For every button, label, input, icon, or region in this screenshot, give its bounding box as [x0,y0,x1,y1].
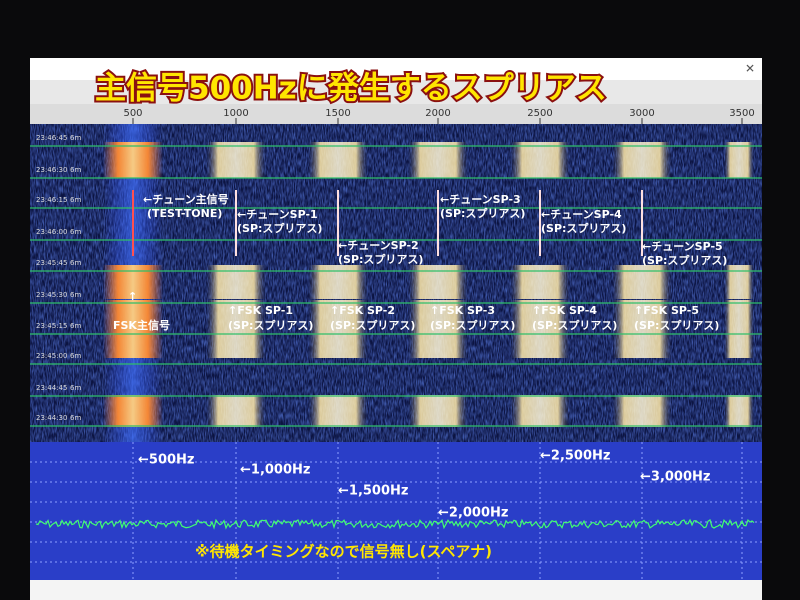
time-label: 23:45:45 [36,259,67,267]
spectrum-trace [35,518,755,530]
fsk-label-note: (SP:スプリアス) [532,318,617,332]
freq-label: 500 [123,108,142,119]
fsk-label: ↑FSK SP-3 [430,304,495,317]
signal-trace [612,265,672,299]
freq-label: 2000 [425,108,450,119]
time-label: 23:46:00 [36,228,67,236]
tune-label-note: (TEST-TONE) [147,207,222,220]
signal-trace [612,395,672,427]
fsk-label: ↑FSK SP-2 [330,304,395,317]
signal-trace [510,300,570,358]
tune-label: ←チューン主信号 [143,192,229,206]
signal-trace [510,265,570,299]
close-button[interactable]: ✕ [745,62,755,76]
signal-trace [206,142,266,178]
tune-label-note: (SP:スプリアス) [642,253,727,267]
spectrum-layer: ←500Hz ←1,000Hz ←1,500Hz ←2,000Hz ←2,500Hz ←3… [30,442,762,580]
freq-label: 2500 [527,108,552,119]
signal-trace [206,265,266,299]
signal-trace [612,142,672,178]
freq-label: 3500 [729,108,754,119]
tune-label-note: (SP:スプリアス) [237,221,322,235]
time-label: 23:46:15 [36,196,67,204]
signal-trace [308,395,368,427]
freq-label: 1500 [325,108,350,119]
freq-label: 1000 [223,108,248,119]
tune-label: ←チューンSP-3 [440,193,521,206]
spectrum-freq-label: ←500Hz [138,453,194,468]
time-label: 23:45:30 [36,291,67,299]
time-label: 23:44:45 [36,384,67,392]
time-span: 6m [70,414,81,422]
signal-trace [408,142,468,178]
time-span: 6m [70,322,81,330]
tune-label: ←チューンSP-1 [237,208,318,221]
fsk-label: ↑FSK SP-4 [532,304,597,317]
time-span: 6m [70,228,81,236]
fsk-label-note: (SP:スプリアス) [430,318,515,332]
time-label: 23:45:00 [36,352,67,360]
signal-trace [308,300,368,358]
page-title: 主信号500Hzに発生するスプリアス [95,71,607,107]
fsk-label-note: (SP:スプリアス) [228,318,313,332]
signal-trace [103,395,163,427]
status-bar [30,580,762,600]
ruler [30,104,762,124]
tune-label: ←チューンSP-2 [338,239,419,252]
tune-label-note: (SP:スプリアス) [541,221,626,235]
spectrum-freq-label: ←2,500Hz [540,449,610,464]
signal-trace [510,142,570,178]
spectrum-freq-label: ←1,500Hz [338,484,408,499]
spectrum [30,442,762,580]
fsk-label-note: FSK主信号 [113,318,170,332]
signal-trace [612,300,672,358]
signal-trace [206,395,266,427]
time-span: 6m [70,196,81,204]
signal-trace [308,265,368,299]
signal-trace [308,142,368,178]
signal-trace [724,395,754,427]
signal-trace [103,142,163,178]
freq-label: 3000 [629,108,654,119]
time-span: 6m [70,134,81,142]
tune-label-note: (SP:スプリアス) [440,206,525,220]
fsk-label: ↑FSK SP-1 [228,304,293,317]
tune-label: ←チューンSP-5 [642,240,723,253]
signal-trace [724,265,754,299]
time-label: 23:44:30 [36,414,67,422]
spectrum-freq-label: ←1,000Hz [240,463,310,478]
time-label: 23:46:30 [36,166,67,174]
spectrum-freq-label: ←3,000Hz [640,470,710,485]
tune-label-note: (SP:スプリアス) [338,252,423,266]
fsk-label: ↑ [128,290,137,303]
spectrum-freq-label: ←2,000Hz [438,506,508,521]
signal-trace [724,300,754,358]
signal-trace [724,142,754,178]
signal-trace [103,300,163,358]
time-span: 6m [70,259,81,267]
time-span: 6m [70,352,81,360]
fsk-label-note: (SP:スプリアス) [634,318,719,332]
time-label: 23:46:45 [36,134,67,142]
signal-trace [408,265,468,299]
time-span: 6m [70,166,81,174]
signal-trace [510,395,570,427]
spectrum-note: ※待機タイミングなので信号無し(スペアナ) [195,543,492,561]
fsk-label: ↑FSK SP-5 [634,304,699,317]
time-span: 6m [70,291,81,299]
time-label: 23:45:15 [36,322,67,330]
title-bar [30,58,762,80]
signal-trace [408,395,468,427]
time-span: 6m [70,384,81,392]
fsk-label-note: (SP:スプリアス) [330,318,415,332]
signal-trace [408,300,468,358]
signal-trace [206,300,266,358]
tune-label: ←チューンSP-4 [541,208,622,221]
